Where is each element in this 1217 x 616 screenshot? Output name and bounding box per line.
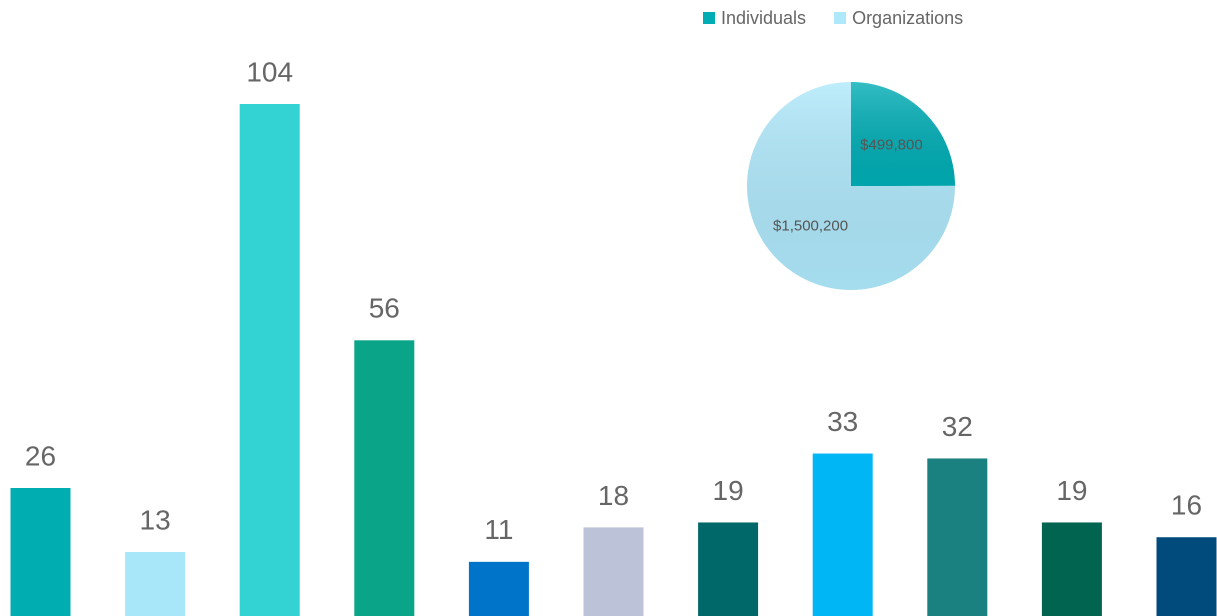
bar: [1041, 522, 1102, 616]
bar: [1156, 537, 1217, 616]
pie-label: $499,800: [860, 137, 923, 154]
value-label: 18: [598, 480, 629, 511]
value-label: 33: [827, 406, 858, 437]
value-label: 11: [484, 514, 513, 545]
pie-shade: [747, 82, 955, 290]
bar: [698, 522, 759, 616]
value-label: 19: [1056, 475, 1087, 506]
bar: [239, 104, 300, 616]
bar: [927, 458, 988, 616]
value-label: 32: [942, 411, 973, 442]
bar: [468, 561, 529, 616]
value-label: 104: [246, 56, 293, 87]
legend-swatch: [834, 12, 847, 24]
legend-label: Individuals: [721, 8, 806, 28]
pie-shade: [851, 82, 955, 186]
value-label: 13: [140, 504, 171, 535]
bar: [812, 453, 873, 616]
value-label: 16: [1171, 490, 1202, 521]
value-label: 19: [713, 475, 744, 506]
value-label: 56: [369, 293, 400, 324]
legend-label: Organizations: [852, 8, 963, 28]
pie-label: $1,500,200: [773, 217, 848, 234]
bar: [10, 488, 71, 616]
bar: [583, 527, 644, 616]
legend-swatch: [703, 12, 715, 24]
bar: [354, 340, 415, 616]
bar: [125, 552, 186, 616]
value-label: 26: [25, 440, 56, 471]
